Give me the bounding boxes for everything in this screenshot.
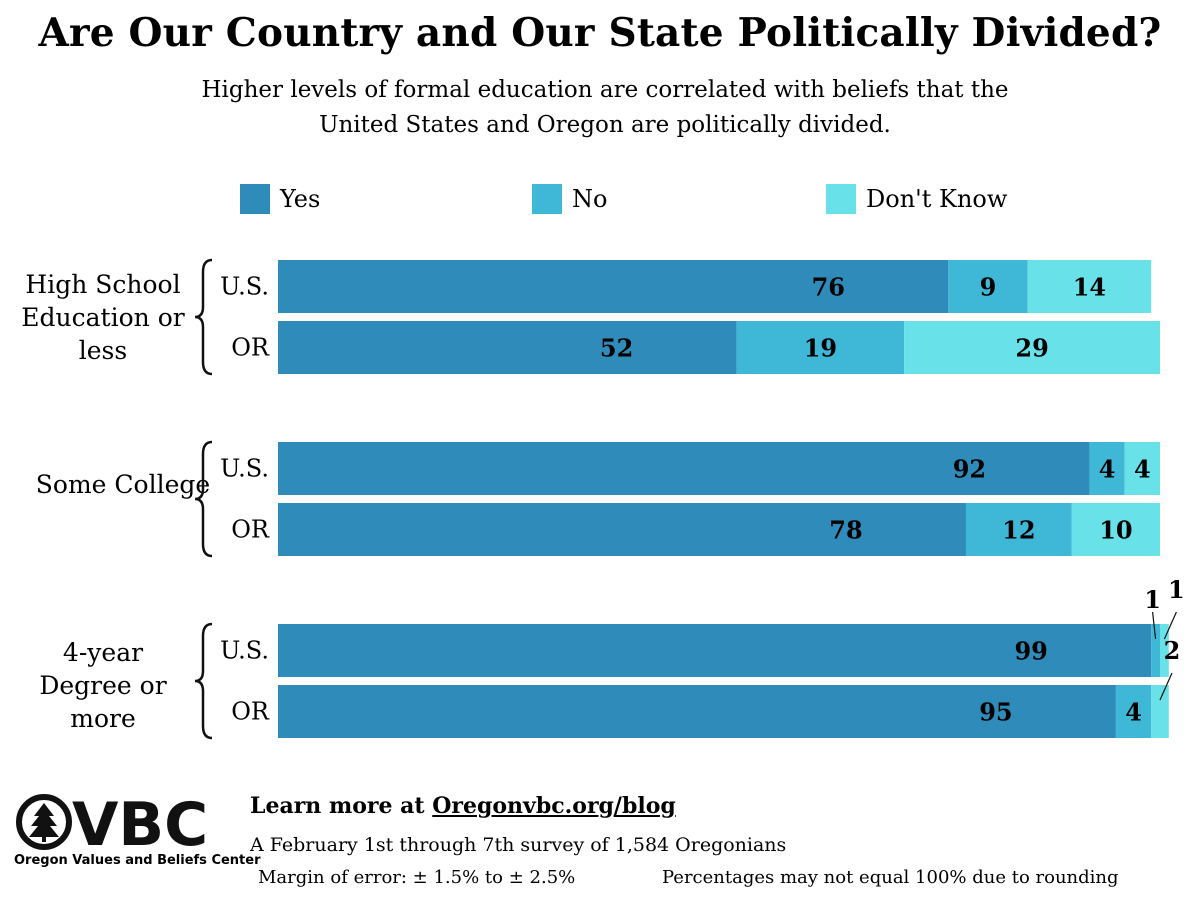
tree-icon bbox=[29, 803, 59, 837]
legend-label-yes: Yes bbox=[280, 185, 321, 213]
bar-segment-dont-know bbox=[1124, 442, 1160, 495]
data-label-dont-know: 29 bbox=[1015, 334, 1048, 363]
legend-swatch-yes bbox=[240, 184, 270, 214]
data-label-yes: 92 bbox=[953, 455, 986, 484]
data-label-yes: 52 bbox=[600, 334, 633, 363]
survey-note: A February 1st through 7th survey of 1,5… bbox=[250, 834, 787, 856]
bar-segment-no bbox=[948, 260, 1028, 313]
bar-segment-yes bbox=[278, 442, 1090, 495]
data-label-yes: 99 bbox=[1014, 637, 1047, 666]
callout-line bbox=[1163, 611, 1177, 640]
data-label-dont-know: 14 bbox=[1073, 273, 1106, 302]
bar-segment-no bbox=[1089, 442, 1125, 495]
data-label-no: 4 bbox=[1125, 698, 1142, 727]
callout-line bbox=[1151, 611, 1157, 640]
row-label: OR bbox=[231, 516, 270, 544]
logo-letters: VBC bbox=[72, 792, 208, 852]
group-brace bbox=[194, 622, 213, 740]
data-label-no: 1 bbox=[1144, 585, 1161, 614]
data-label-dont-know: 2 bbox=[1164, 636, 1181, 665]
learn-more-prefix: Learn more at bbox=[250, 793, 433, 819]
row-label: U.S. bbox=[220, 455, 269, 483]
data-label-dont-know: 1 bbox=[1168, 575, 1185, 604]
margin-of-error-note: Margin of error: ± 1.5% to ± 2.5% bbox=[258, 867, 576, 888]
row-label: U.S. bbox=[220, 273, 269, 301]
legend-swatch-dont-know bbox=[826, 184, 856, 214]
callout-line bbox=[1159, 672, 1173, 701]
bar-segment-yes bbox=[278, 624, 1152, 677]
bar-segment-dont-know bbox=[904, 321, 1160, 374]
bar-segment-no bbox=[736, 321, 905, 374]
ovbc-logo: VBC bbox=[16, 792, 208, 852]
bar-segment-dont-know bbox=[1027, 260, 1152, 313]
bar-segment-yes bbox=[278, 685, 1116, 738]
data-label-dont-know: 10 bbox=[1099, 516, 1132, 545]
legend-item-no: No bbox=[532, 183, 607, 215]
data-label-dont-know: 4 bbox=[1134, 455, 1151, 484]
data-label-no: 12 bbox=[1002, 516, 1035, 545]
bar-segment-dont-know bbox=[1160, 624, 1169, 677]
bar-segment-no bbox=[1151, 624, 1160, 677]
bar-segment-no bbox=[965, 503, 1072, 556]
legend-label-dont-know: Don't Know bbox=[866, 185, 1008, 213]
data-label-yes: 78 bbox=[829, 516, 862, 545]
legend-swatch-no bbox=[532, 184, 562, 214]
legend-item-dont-know: Don't Know bbox=[826, 183, 1007, 215]
data-label-no: 9 bbox=[980, 273, 997, 302]
bar-segment-dont-know bbox=[1071, 503, 1160, 556]
logo-caption: Oregon Values and Beliefs Center bbox=[14, 853, 261, 868]
logo-ring bbox=[16, 794, 72, 850]
chart-subtitle: Higher levels of formal education are co… bbox=[201, 77, 1009, 138]
row-label: OR bbox=[231, 334, 270, 362]
chart-title: Are Our Country and Our State Politicall… bbox=[38, 10, 1162, 56]
bar-segment-dont-know bbox=[1151, 685, 1169, 738]
data-label-yes: 76 bbox=[812, 273, 845, 302]
rounding-note: Percentages may not equal 100% due to ro… bbox=[662, 867, 1119, 888]
bar-segment-no bbox=[1115, 685, 1152, 738]
group-brace bbox=[194, 440, 213, 558]
data-label-yes: 95 bbox=[979, 698, 1012, 727]
data-label-no: 4 bbox=[1099, 455, 1116, 484]
bar-segment-yes bbox=[278, 503, 966, 556]
tree-trunk bbox=[42, 836, 46, 842]
bar-segment-yes bbox=[278, 321, 737, 374]
learn-more-text: Learn more at Oregonvbc.org/blog bbox=[250, 793, 676, 819]
data-label-no: 19 bbox=[804, 334, 837, 363]
legend-item-yes: Yes bbox=[240, 183, 320, 215]
group-label-4-year-degree: 4-year Degree or more bbox=[39, 638, 167, 733]
group-label-some-college: Some College bbox=[35, 470, 211, 499]
learn-more-link[interactable]: Oregonvbc.org/blog bbox=[432, 793, 676, 819]
row-label: U.S. bbox=[220, 637, 269, 665]
bar-segment-yes bbox=[278, 260, 949, 313]
group-label-high-school: High School Education or less bbox=[21, 270, 185, 365]
group-brace bbox=[194, 258, 213, 376]
legend-label-no: No bbox=[572, 185, 608, 213]
row-label: OR bbox=[231, 698, 270, 726]
